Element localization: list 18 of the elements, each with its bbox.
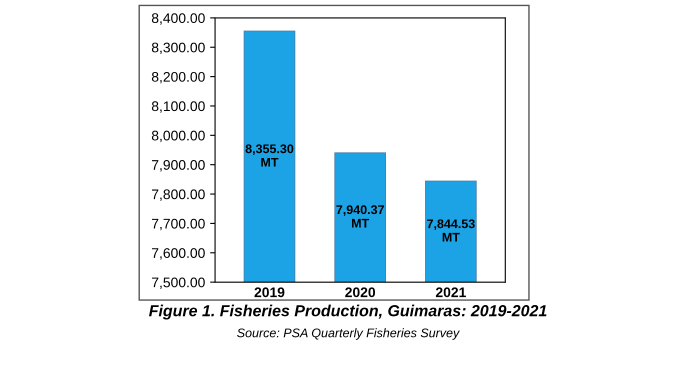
y-tick-label: 8,300.00 — [152, 42, 205, 54]
data-label: 7,940.37 MT — [336, 205, 384, 228]
y-tick-label: 8,100.00 — [152, 101, 205, 113]
source-note: Source: PSA Quarterly Fisheries Survey — [237, 328, 460, 340]
text: Figure 1. Fisheries Production, Guimaras: 2019-2021 — [149, 304, 546, 320]
y-tick-label: 7,600.00 — [152, 248, 205, 260]
y-tick-label: 7,700.00 — [152, 218, 205, 230]
x-tick-label: 2020 — [345, 287, 376, 298]
y-tick-label: 8,200.00 — [152, 72, 205, 84]
y-tick-label: 7,900.00 — [152, 160, 205, 172]
data-label: 8,355.30 MT — [246, 144, 294, 167]
data-label: 7,844.53 MT — [427, 219, 475, 242]
y-tick-label: 7,500.00 — [152, 277, 205, 289]
y-tick-label: 8,400.00 — [152, 13, 205, 25]
y-tick-label: 7,800.00 — [152, 189, 205, 201]
y-tick-label: 8,000.00 — [152, 130, 205, 142]
x-tick-label: 2019 — [254, 287, 284, 298]
x-tick-label: 2021 — [436, 287, 466, 298]
